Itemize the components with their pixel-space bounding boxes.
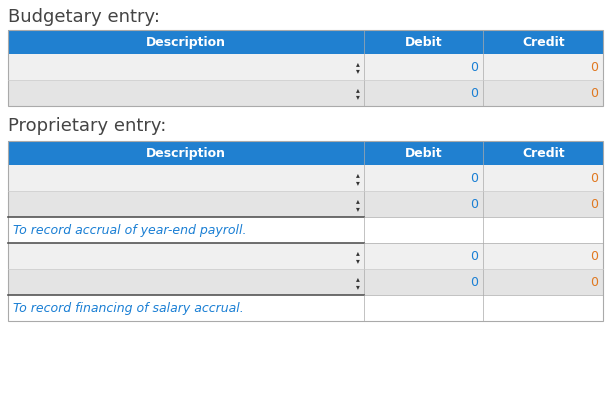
Bar — [8, 30, 603, 106]
Text: To record accrual of year-end payroll.: To record accrual of year-end payroll. — [13, 224, 246, 237]
Text: Budgetary entry:: Budgetary entry: — [8, 8, 160, 26]
Text: 0: 0 — [470, 276, 478, 289]
Text: ▴
▾: ▴ ▾ — [356, 85, 360, 101]
Text: ▴
▾: ▴ ▾ — [356, 170, 360, 187]
Text: Proprietary entry:: Proprietary entry: — [8, 118, 166, 136]
Text: 0: 0 — [470, 86, 478, 100]
Bar — [8, 191, 603, 217]
Text: Description: Description — [146, 147, 226, 160]
Text: ▴
▾: ▴ ▾ — [356, 196, 360, 213]
Text: 0: 0 — [590, 198, 598, 211]
Bar — [8, 295, 603, 322]
Bar — [8, 269, 603, 295]
Text: ▴
▾: ▴ ▾ — [356, 59, 360, 75]
Bar — [8, 30, 603, 54]
Text: Description: Description — [146, 35, 226, 48]
Text: 0: 0 — [470, 172, 478, 185]
Text: Credit: Credit — [522, 147, 565, 160]
Bar — [8, 217, 603, 244]
Text: Credit: Credit — [522, 35, 565, 48]
Text: 0: 0 — [590, 172, 598, 185]
Text: To record financing of salary accrual.: To record financing of salary accrual. — [13, 302, 244, 315]
Bar — [8, 141, 603, 166]
Bar — [8, 54, 603, 80]
Text: 0: 0 — [470, 60, 478, 73]
Text: 0: 0 — [470, 250, 478, 263]
Bar — [8, 166, 603, 191]
Text: 0: 0 — [590, 250, 598, 263]
Text: ▴
▾: ▴ ▾ — [356, 248, 360, 265]
Bar — [8, 141, 603, 322]
Text: 0: 0 — [590, 86, 598, 100]
Bar — [8, 80, 603, 106]
Text: Debit: Debit — [405, 147, 442, 160]
Text: 0: 0 — [590, 60, 598, 73]
Text: 0: 0 — [590, 276, 598, 289]
Text: ▴
▾: ▴ ▾ — [356, 274, 360, 291]
Text: Debit: Debit — [405, 35, 442, 48]
Bar — [8, 244, 603, 269]
Text: 0: 0 — [470, 198, 478, 211]
